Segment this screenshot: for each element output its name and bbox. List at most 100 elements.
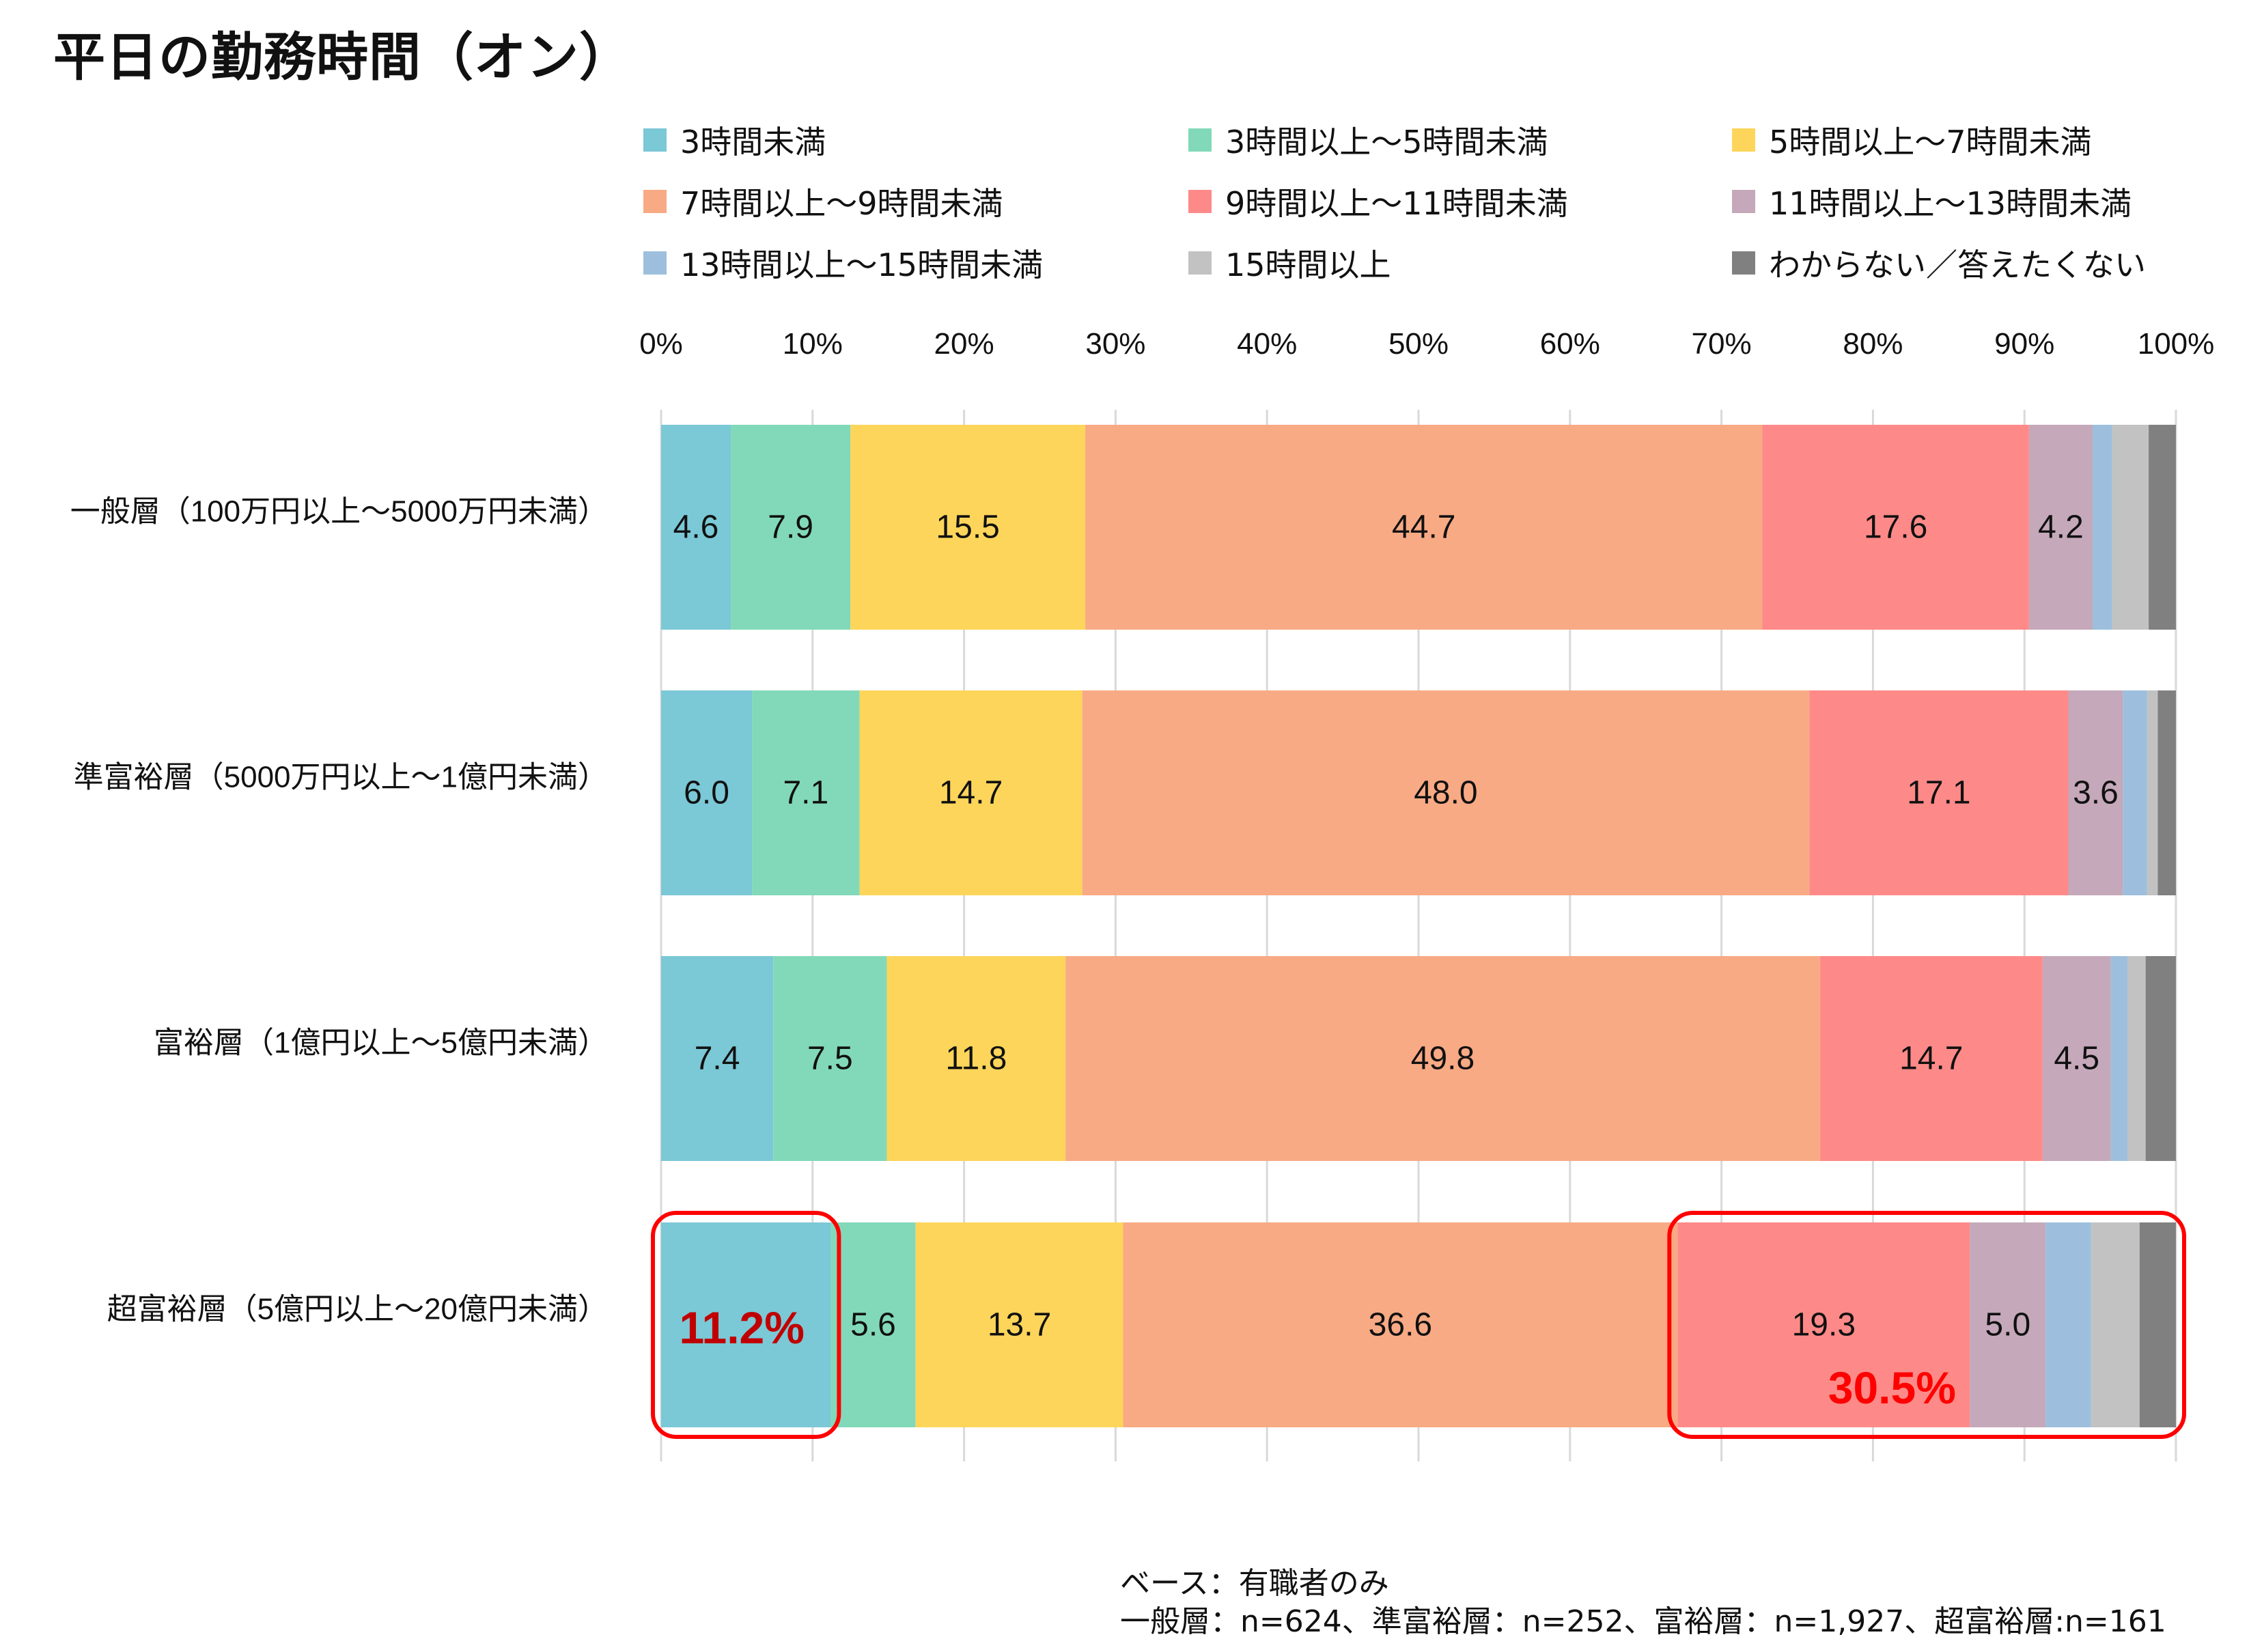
legend-swatch [643,128,667,152]
annotation-label: 11.2% [679,1302,805,1353]
annotation-label: 30.5% [1828,1362,1956,1413]
bar-segment [2139,1222,2176,1427]
footnote-sample-sizes: 一般層：n=624、準富裕層：n=252、富裕層：n=1,927、超富裕層:n=… [1120,1604,2166,1639]
legend-item: 3時間未満 [643,117,826,163]
data-label: 44.7 [1392,509,1455,546]
x-tick-label: 50% [1388,327,1449,361]
data-label: 49.8 [1411,1041,1475,1077]
bar-segment [1082,690,1810,895]
page-title: 平日の勤務時間（オン） [53,27,632,87]
data-label: 3.6 [2073,775,2119,811]
x-tick-label: 70% [1692,327,1752,361]
bar-segment [661,956,774,1161]
data-label: 17.6 [1864,509,1927,546]
x-tick-label: 100% [2138,327,2215,361]
legend-label: 9時間以上～11時間未満 [1225,185,1568,222]
bar-segment [2110,956,2128,1161]
bar-segment [1065,956,1820,1161]
data-label: 7.9 [768,509,813,546]
x-axis-ticks: 0% 10% 20% 30% 40% 50% 60% 70% 80% 90% 100% [639,327,2214,361]
bar-segment [2042,956,2111,1161]
bar-segment [1085,425,1763,630]
x-tick-label: 40% [1237,327,1297,361]
legend-swatch [643,190,667,213]
bar-segment [2093,425,2112,630]
data-label: 4.5 [2054,1041,2099,1077]
data-label: 17.1 [1907,775,1970,811]
data-label: 14.7 [939,775,1003,811]
legend-item: 15時間以上 [1188,240,1391,285]
data-labels: 4.6 7.9 15.5 44.7 17.6 4.2 6.0 7.1 14.7 48.0 17.1 3… [673,509,2119,1343]
bar-segment [1809,690,2069,895]
bar-segment [886,956,1066,1161]
bar-segment [2145,956,2176,1161]
x-tick-label: 20% [934,327,994,361]
legend-label: 3時間以上～5時間未満 [1225,124,1548,160]
bar-segment [2091,1222,2140,1427]
data-label: 7.5 [807,1041,853,1077]
x-tick-label: 0% [639,327,683,361]
bar-segment [2068,690,2123,895]
legend-label: 7時間以上～9時間未満 [680,185,1003,222]
bar-segment [2045,1222,2091,1427]
x-tick-label: 90% [1994,327,2054,361]
bar-segment [1970,1222,2046,1427]
legend-item: 13時間以上～15時間未満 [643,240,1043,285]
bar-segment [1762,425,2029,630]
category-label: 準富裕層（5000万円以上～1億円未満） [74,761,608,794]
x-tick-label: 10% [783,327,843,361]
data-label: 4.6 [673,509,719,546]
legend-label: わからない／答えたくない [1769,247,2146,283]
annotations: 11.2% 30.5% [651,1211,2187,1439]
data-label: 48.0 [1414,775,1477,811]
bar-segment [830,1222,916,1427]
data-label: 5.6 [850,1307,896,1343]
category-label: 超富裕層（5億円以上～20億円未満） [107,1293,608,1326]
x-tick-label: 30% [1085,327,1145,361]
legend-item: わからない／答えたくない [1732,240,2146,285]
category-labels: 一般層（100万円以上～5000万円未満） 準富裕層（5000万円以上～1億円未満… [70,495,608,1326]
legend-label: 11時間以上～13時間未満 [1769,185,2132,222]
bar-segment [915,1222,1123,1427]
bar-segment [731,425,851,630]
legend-item: 3時間以上～5時間未満 [1188,117,1548,163]
x-tick-label: 60% [1540,327,1600,361]
data-label: 7.1 [783,775,828,811]
data-label: 5.0 [1985,1307,2030,1343]
legend-swatch [1188,128,1212,152]
legend-item: 9時間以上～11時間未満 [1188,179,1568,224]
legend-swatch [1188,190,1212,213]
footnote-base: ベース：有職者のみ [1120,1566,1389,1601]
bar-segment [773,956,887,1161]
data-label: 4.2 [2038,509,2084,546]
legend-item: 11時間以上～13時間未満 [1732,179,2132,224]
bar-segment [859,690,1082,895]
bar-segment [2127,956,2146,1161]
bar-segment [2157,690,2176,895]
data-label: 15.5 [936,509,999,546]
legend-swatch [1188,251,1212,275]
bar-segment [2149,425,2176,630]
data-label: 36.6 [1369,1307,1432,1343]
bar-segment [2123,690,2147,895]
legend-swatch [1732,128,1755,152]
legend-swatch [643,251,667,275]
data-label: 14.7 [1899,1041,1963,1077]
category-label: 一般層（100万円以上～5000万円未満） [70,495,608,529]
x-tick-label: 80% [1843,327,1903,361]
data-label: 11.8 [945,1041,1007,1077]
bar-segment [752,690,860,895]
legend-swatch [1732,251,1755,275]
bar-segment [2112,425,2149,630]
bar-segment [1123,1222,1678,1427]
data-label: 19.3 [1792,1307,1856,1343]
bars [661,425,2176,1427]
bar-segment [661,690,753,895]
bar-segment [1819,956,2043,1161]
bar-segment [850,425,1086,630]
bar-segment [2028,425,2093,630]
bar-segment [1677,1222,1970,1427]
legend-label: 3時間未満 [680,124,826,160]
legend-label: 5時間以上～7時間未満 [1769,124,2092,160]
